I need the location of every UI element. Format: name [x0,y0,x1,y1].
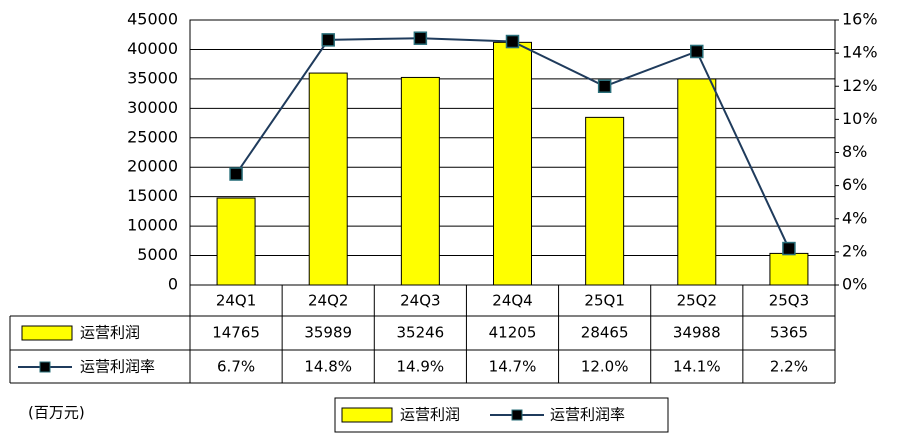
table-value: 6.7% [217,358,255,376]
y2-tick-label: 10% [842,109,878,128]
x-tick-label: 25Q1 [584,292,624,310]
marker [505,34,520,49]
unit-note: (百万元) [28,404,85,422]
marker [229,167,243,181]
y2-tick-label: 16% [842,10,878,29]
table-value: 12.0% [581,358,629,376]
bar [677,78,717,286]
table-value: 35989 [304,324,352,342]
legend-box [334,397,669,433]
y-tick-label: 20000 [127,157,178,176]
legend-label: 运营利润 [400,406,460,424]
x-tick-label: 25Q3 [769,292,809,310]
y2-tick-label: 6% [842,175,867,194]
y2-tick-label: 4% [842,208,867,227]
x-tick-label: 24Q1 [216,292,256,310]
y2-tick-label: 2% [842,241,867,260]
legend-label: 运营利润率 [550,406,625,424]
table-value: 35246 [396,324,444,342]
table-value: 14.7% [489,358,537,376]
marker [321,33,335,47]
x-tick-label: 24Q4 [492,292,532,310]
table-value: 14765 [212,324,260,342]
y-tick-label: 30000 [127,98,178,117]
bar [585,116,625,286]
legend-marker [39,361,51,373]
y-tick-label: 45000 [127,10,178,29]
legend-swatch [21,325,73,341]
table-row-header: 运营利润率 [80,358,155,376]
y2-tick-label: 0% [842,275,867,294]
y2-tick-label: 14% [842,43,878,62]
table-value: 28465 [581,324,629,342]
legend-marker [511,409,523,421]
y-tick-label: 0 [168,275,178,294]
y-tick-label: 15000 [127,186,178,205]
table-row-header: 运营利润 [80,324,140,342]
table-value: 5365 [770,324,808,342]
y-tick-label: 10000 [127,216,178,235]
marker [782,241,796,256]
x-tick-label: 25Q2 [677,292,717,310]
x-tick-label: 24Q2 [308,292,348,310]
y-tick-label: 5000 [137,245,178,264]
table-value: 14.1% [673,358,721,376]
marker [690,44,704,59]
table-value: 14.9% [397,358,445,376]
table-value: 14.8% [304,358,352,376]
y2-tick-label: 8% [842,142,867,161]
marker [597,79,612,93]
table-value: 34988 [673,324,721,342]
x-tick-label: 24Q3 [400,292,440,310]
bar [308,72,348,286]
legend-swatch [341,407,393,423]
bar [216,197,256,286]
y-tick-label: 40000 [127,39,178,58]
bar [769,252,809,286]
bar [400,76,440,286]
marker [413,31,428,45]
bar [493,41,532,286]
y2-tick-label: 12% [842,76,878,95]
table-value: 2.2% [770,358,808,376]
table-value: 41205 [489,324,537,342]
y-tick-label: 35000 [127,68,178,87]
y-tick-label: 25000 [127,127,178,146]
